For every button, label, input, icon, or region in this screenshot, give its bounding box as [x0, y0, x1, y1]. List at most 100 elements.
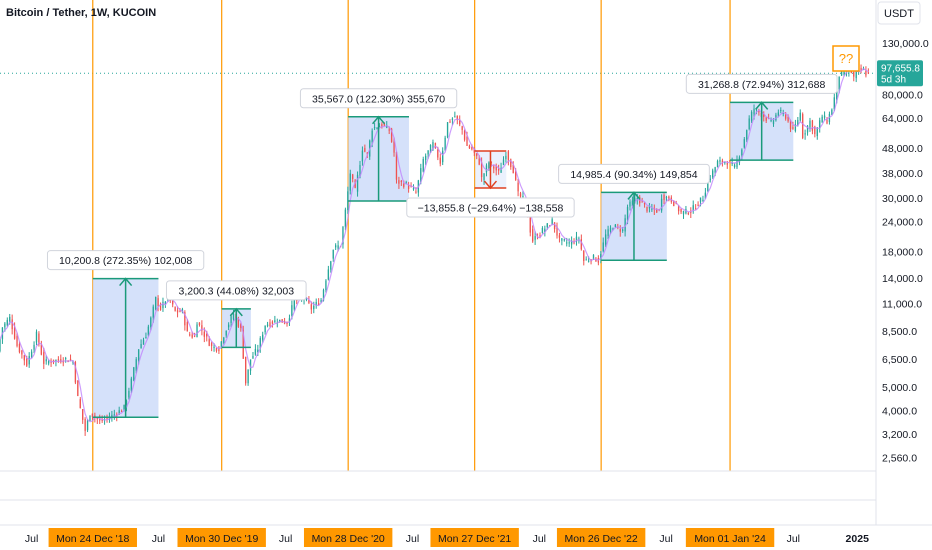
- candle-body: [522, 195, 524, 197]
- candle-body: [519, 193, 522, 197]
- measure-arrowhead: [755, 101, 769, 110]
- candle-body: [668, 196, 670, 200]
- candle-body: [101, 419, 103, 421]
- x-tick-label: Jul: [152, 533, 165, 545]
- candle-body: [26, 358, 28, 366]
- candle-body: [536, 237, 539, 239]
- candle-body: [137, 349, 140, 361]
- x-tick-label: Jul: [279, 533, 292, 545]
- candle-body: [442, 150, 444, 163]
- candle-body: [692, 205, 694, 211]
- candle-body: [390, 128, 393, 142]
- candle-body: [386, 125, 388, 128]
- measure-label-box: [299, 88, 458, 109]
- candle-body: [502, 159, 505, 165]
- measure-arrowhead: [372, 115, 386, 125]
- measure-label-text: 35,567.0 (122.30%) 355,670: [312, 93, 445, 105]
- candle-body: [223, 337, 225, 343]
- candle-body: [179, 310, 181, 312]
- candle-body: [622, 229, 624, 231]
- candle-body: [176, 310, 179, 313]
- y-tick-label: 38,000.0: [882, 168, 923, 180]
- candle-body: [227, 324, 230, 328]
- candle-body: [614, 224, 617, 227]
- candle-body: [40, 344, 43, 355]
- candle-body: [826, 119, 828, 124]
- candle-body: [634, 198, 636, 203]
- candle-body: [495, 166, 497, 171]
- candle-body: [206, 333, 208, 337]
- candle-body: [553, 222, 556, 230]
- candle-body: [648, 206, 651, 209]
- candle-body: [164, 301, 167, 305]
- candle-body: [21, 350, 23, 355]
- candle-body: [726, 163, 728, 165]
- candle-body: [631, 200, 634, 207]
- candle-body: [505, 155, 507, 160]
- candle-body: [485, 165, 488, 173]
- candle-body: [266, 324, 269, 327]
- candle-body: [488, 162, 490, 169]
- candle-body: [220, 341, 223, 347]
- candle-body: [393, 141, 395, 153]
- candle-body: [721, 160, 724, 163]
- candle-body: [437, 149, 439, 158]
- y-tick-label: 18,000.0: [882, 247, 923, 259]
- x-tick-label: 2025: [846, 533, 870, 545]
- candle-body: [96, 417, 98, 420]
- candle-body: [400, 180, 403, 182]
- candle-body: [349, 173, 351, 191]
- candle-body: [782, 112, 784, 114]
- candle-body: [84, 418, 86, 431]
- candle-body: [432, 142, 434, 150]
- x-tick-highlight: [556, 528, 646, 547]
- candle-body: [843, 71, 845, 75]
- y-tick-label: 48,000.0: [882, 143, 923, 155]
- measure-label-box: [46, 250, 205, 271]
- candle-body: [787, 116, 789, 122]
- candle-body: [629, 201, 631, 207]
- candle-body: [159, 304, 162, 310]
- candle-body: [604, 234, 607, 245]
- candle-body: [466, 136, 468, 146]
- candle-body: [665, 197, 668, 199]
- candle-body: [403, 183, 405, 187]
- measure-label-box: [685, 73, 838, 94]
- candle-body: [174, 306, 176, 311]
- candle-body: [317, 303, 320, 305]
- candle-body: [770, 119, 772, 121]
- candle-body: [172, 300, 174, 305]
- currency-button[interactable]: USDT: [877, 1, 921, 25]
- candle-body: [240, 323, 242, 328]
- candle-body: [609, 227, 612, 232]
- candle-body: [310, 304, 313, 310]
- candle-body: [371, 130, 373, 143]
- candle-body: [99, 419, 101, 421]
- candle-body: [860, 67, 862, 71]
- x-tick-label: Mon 30 Dec '19: [185, 533, 258, 545]
- candle-body: [707, 180, 709, 191]
- candle-body: [43, 352, 45, 364]
- currency-label: USDT: [884, 8, 914, 20]
- measure-arrowhead: [483, 180, 498, 190]
- candle-body: [532, 229, 534, 242]
- candle-body: [784, 114, 787, 119]
- candle-body: [741, 149, 743, 156]
- candle-body: [420, 168, 422, 182]
- candle-body: [772, 119, 775, 125]
- candle-body: [804, 133, 806, 135]
- candle-body: [551, 219, 553, 225]
- candle-body: [342, 226, 344, 245]
- candle-body: [636, 198, 638, 200]
- candle-body: [702, 199, 704, 202]
- candle-body: [748, 118, 750, 130]
- candle-body: [704, 192, 707, 199]
- candle-body: [213, 346, 215, 348]
- candle-body: [840, 71, 843, 76]
- candle-body: [242, 329, 244, 359]
- y-tick-label: 80,000.0: [882, 89, 923, 101]
- x-tick-highlight: [303, 528, 393, 547]
- candle-body: [510, 159, 512, 168]
- candle-body: [673, 200, 675, 207]
